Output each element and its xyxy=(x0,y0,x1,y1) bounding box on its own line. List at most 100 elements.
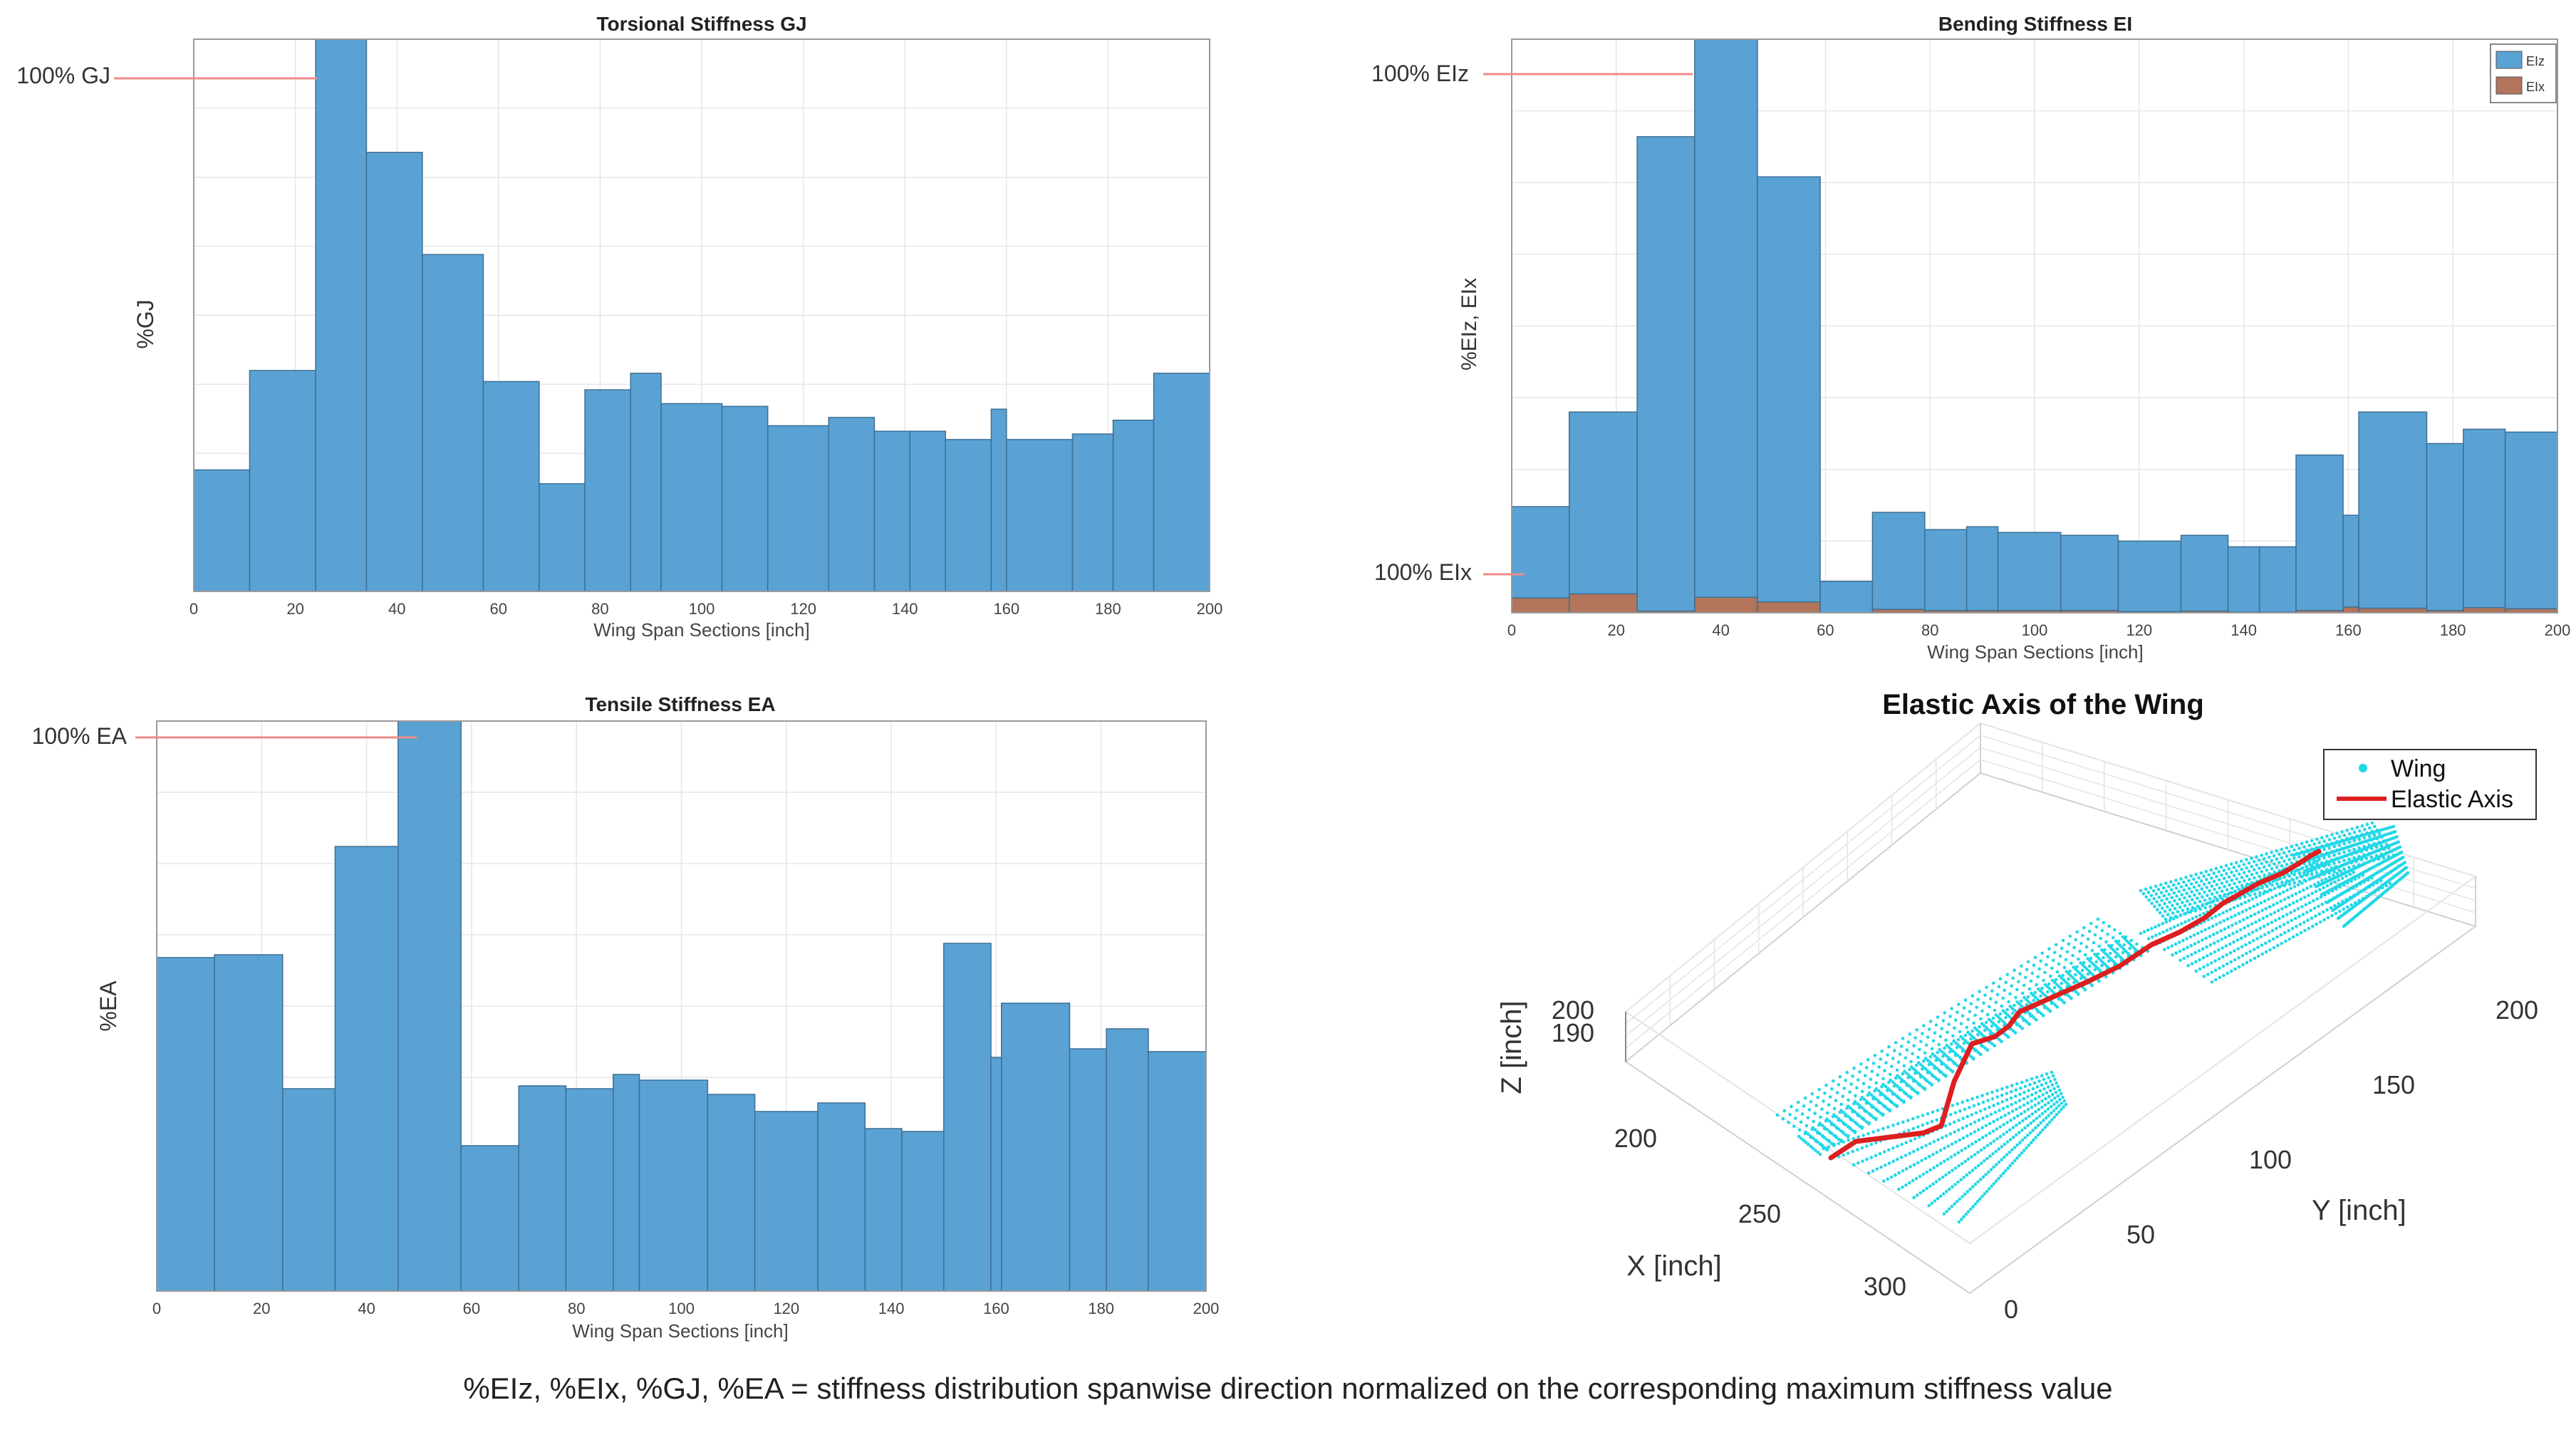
wing-point xyxy=(2055,1081,2058,1085)
wing-point xyxy=(2201,938,2204,942)
wing-point xyxy=(2312,861,2315,865)
wing-point xyxy=(1927,1027,1931,1031)
wing-point xyxy=(2221,964,2226,968)
wing-point xyxy=(1918,1135,1921,1139)
wing-point xyxy=(2178,897,2181,901)
wing-point xyxy=(2250,931,2255,934)
wing-point xyxy=(1998,1109,2001,1112)
wing-point xyxy=(2233,913,2237,918)
wing-point xyxy=(2198,913,2202,917)
wing-point xyxy=(2097,956,2101,960)
wing-point xyxy=(1970,1097,1974,1101)
wing-point xyxy=(2000,1004,2004,1008)
wing-point xyxy=(2008,992,2012,996)
wing-point xyxy=(1890,1064,1894,1069)
wing-point xyxy=(2094,965,2098,968)
wing-point xyxy=(2368,826,2372,830)
wing-point xyxy=(1820,1107,1824,1111)
wing-point xyxy=(1965,1124,1968,1128)
wing-point xyxy=(1913,1089,1918,1094)
bar-data xyxy=(1069,1048,1107,1292)
wing-point xyxy=(2087,969,2091,973)
wing-point xyxy=(2263,933,2267,937)
wing-point xyxy=(2067,972,2070,975)
x-tick-label: 140 xyxy=(892,600,918,618)
wing-point xyxy=(2325,884,2330,888)
wing-point xyxy=(2057,1110,2061,1114)
wing-point xyxy=(2178,958,2182,963)
wing-point xyxy=(2069,974,2072,978)
wing-point xyxy=(2253,888,2257,892)
wing-point xyxy=(2082,975,2086,979)
legend-swatch-eix xyxy=(2496,76,2523,95)
wing-point xyxy=(2332,845,2336,849)
wing-point xyxy=(1844,1123,1848,1126)
wing-point xyxy=(2019,1112,2023,1116)
wing-point xyxy=(2000,1040,2003,1043)
wing-point xyxy=(1861,1159,1864,1163)
wing-point xyxy=(2030,1112,2035,1116)
wing-point xyxy=(2280,856,2284,860)
wing-point xyxy=(2012,1116,2016,1120)
wing-point xyxy=(1967,1144,1970,1148)
wing-point xyxy=(2165,928,2169,932)
wing-point xyxy=(1947,1171,1951,1175)
wing-point xyxy=(2198,900,2202,903)
wing-point xyxy=(1823,1092,1827,1095)
wing-point xyxy=(1860,1146,1864,1150)
wing-point xyxy=(2245,916,2249,920)
wing-point xyxy=(2307,893,2310,897)
wing-point xyxy=(2029,979,2033,983)
wing-point xyxy=(1818,1152,1822,1156)
wing-point xyxy=(1819,1115,1822,1119)
wing-point xyxy=(1842,1111,1845,1114)
wing-point xyxy=(1912,1149,1916,1154)
wing-point xyxy=(2010,1084,2014,1087)
wing-point xyxy=(2299,931,2303,935)
wing-point xyxy=(2043,983,2047,987)
wing-point xyxy=(2322,856,2326,860)
wing-point xyxy=(1957,1220,1961,1224)
wing-point xyxy=(1960,1161,1964,1166)
wing-point xyxy=(2183,920,2187,924)
wing-point xyxy=(2342,841,2347,846)
wing-point xyxy=(2306,871,2310,875)
wing-point xyxy=(2203,928,2207,932)
y-axis-label: %EIz, EIx xyxy=(1458,278,1481,371)
wing-point xyxy=(2094,925,2099,929)
wing-point xyxy=(2258,926,2263,931)
bar-eiz xyxy=(2180,534,2229,613)
wing-point xyxy=(2015,1082,2019,1086)
wing-point xyxy=(2398,845,2402,849)
wing-point xyxy=(2345,829,2349,832)
bar-data xyxy=(460,1145,519,1292)
wing-point xyxy=(2311,924,2315,928)
wing-point xyxy=(1991,1129,1995,1133)
wing-point xyxy=(2023,975,2027,980)
wing-point xyxy=(2302,888,2305,892)
wing-point xyxy=(2178,913,2183,918)
wing-point xyxy=(1901,1037,1905,1040)
wing-point xyxy=(2230,870,2233,874)
wing-point xyxy=(1963,1107,1967,1112)
wing-point xyxy=(1832,1113,1836,1116)
wing-point xyxy=(2010,1006,2014,1010)
wing-point xyxy=(1906,1094,1911,1098)
wing-point xyxy=(2235,877,2239,881)
wing-point xyxy=(1921,1059,1926,1063)
wing-point xyxy=(2223,894,2226,898)
wing-point xyxy=(2208,905,2212,908)
wing-point xyxy=(2047,1120,2052,1124)
wing-point xyxy=(2071,975,2074,980)
bar-data xyxy=(945,439,992,592)
wing-point xyxy=(2213,914,2218,918)
wing-point xyxy=(1860,1116,1864,1120)
wing-point xyxy=(2025,1079,2029,1082)
wing-point xyxy=(2285,913,2289,916)
wing-point xyxy=(2001,1107,2005,1110)
wing-point xyxy=(1980,1136,1985,1139)
wing-point xyxy=(1938,1035,1943,1039)
wing-point xyxy=(2327,854,2331,859)
wing-point xyxy=(1931,1110,1935,1114)
wing-point xyxy=(1921,1114,1925,1117)
